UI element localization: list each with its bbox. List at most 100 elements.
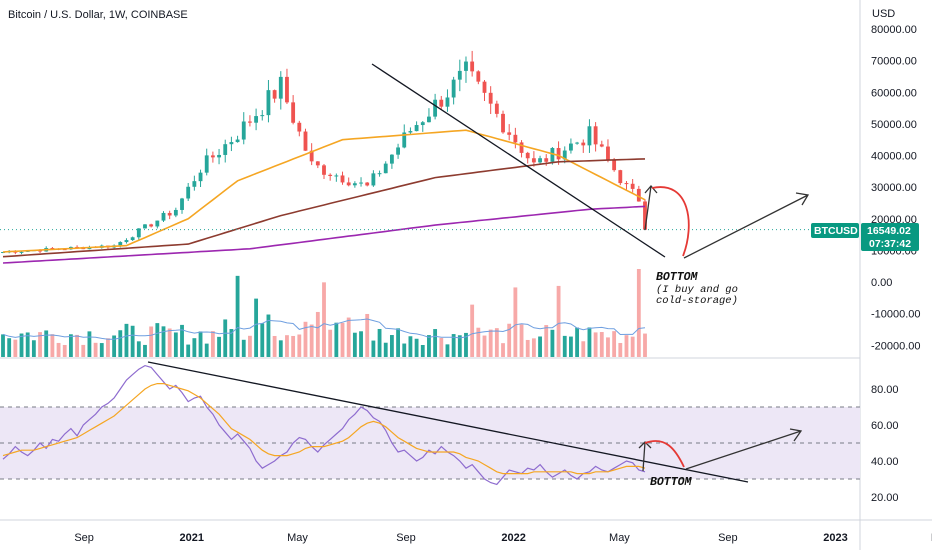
volume-bar — [439, 337, 444, 357]
price-trendline — [371, 63, 666, 258]
volume-bar — [476, 327, 481, 357]
rsi-axis-ticks[interactable]: 80.00 60.00 40.00 20.00 — [871, 384, 899, 504]
volume-bar — [636, 269, 641, 357]
volume-bar — [606, 337, 610, 357]
volume-bar — [414, 338, 419, 357]
candle-body — [285, 76, 289, 103]
user-drawings[interactable] — [147, 63, 810, 483]
volume-bar — [525, 339, 530, 357]
volume-bar — [241, 339, 246, 357]
price-axis-ticks[interactable]: 80000.00 70000.00 60000.00 50000.00 40000.00… — [871, 24, 921, 352]
volume-bar — [124, 323, 129, 357]
volume-bar — [482, 335, 487, 357]
volume-bar — [513, 287, 518, 357]
candle-body — [155, 220, 160, 227]
volume-bar — [81, 344, 86, 357]
volume-bar — [501, 343, 505, 357]
candle-body — [303, 131, 308, 151]
candle-body — [210, 155, 215, 158]
candle-body — [494, 103, 499, 114]
candle-body — [223, 144, 228, 155]
volume-bar — [278, 340, 283, 357]
volume-bar — [173, 332, 178, 357]
candle-body — [488, 92, 493, 104]
up-arrow-price — [644, 185, 658, 231]
volume-bar — [303, 321, 308, 357]
time-axis-ticks[interactable]: Sep2021MaySep2022MaySep2023MaySe — [74, 532, 932, 544]
volume-bar — [556, 285, 561, 357]
volume-bar — [7, 338, 12, 357]
candle-body — [433, 99, 438, 117]
volume-bar — [488, 329, 493, 357]
volume-bar — [130, 325, 135, 357]
candle-body — [186, 186, 191, 199]
volume-bar — [161, 326, 166, 357]
candle-body — [507, 132, 512, 135]
volume-bar — [322, 282, 326, 357]
volume-bar — [204, 343, 209, 357]
volume-bar — [186, 344, 191, 357]
volume-bar — [149, 326, 154, 357]
volume-bar — [106, 338, 110, 357]
candle-body — [581, 142, 586, 146]
volume-bar — [408, 336, 413, 357]
candle-body — [118, 242, 123, 246]
candle-body — [451, 79, 456, 98]
volume-bar — [297, 334, 302, 357]
time-tick-label: May — [931, 532, 932, 544]
volume-bar — [285, 335, 289, 357]
candle-body — [365, 182, 370, 186]
volume-bar — [352, 332, 357, 357]
volume-bar — [519, 324, 524, 357]
candle-body — [322, 165, 326, 175]
rsi-tick-label: 20.00 — [871, 492, 899, 504]
candle-body — [587, 126, 592, 146]
volume-bar — [143, 344, 147, 357]
candle-body — [606, 146, 610, 160]
candle-body — [359, 182, 363, 184]
last-price-tag[interactable]: BTCUSD 16549.02 07:37:42 — [811, 223, 919, 251]
candle-body — [291, 102, 296, 123]
time-tick-label: Sep — [74, 532, 94, 544]
candle-body — [161, 212, 166, 221]
time-tick-label: 2021 — [179, 532, 203, 544]
price-tick-label: 40000.00 — [871, 151, 917, 163]
volume-bar — [223, 319, 228, 357]
volume-bar — [44, 330, 49, 357]
price-tick-label: 20000.00 — [871, 214, 917, 226]
candle-body — [513, 134, 518, 143]
candle-body — [309, 150, 314, 162]
volume-bar — [13, 339, 18, 357]
price-tick-label: -10000.00 — [871, 309, 921, 321]
volume-bar — [136, 341, 141, 357]
candle-body — [143, 224, 147, 229]
candle-body — [229, 142, 234, 145]
candle-body — [62, 249, 67, 251]
ma-line-ma50 — [2, 129, 646, 253]
volume-bar — [371, 340, 376, 357]
candle-body — [470, 61, 475, 72]
candle-body — [525, 152, 530, 159]
volume-bar — [235, 275, 240, 357]
volume-bar — [359, 331, 363, 357]
volume-bar — [593, 332, 598, 357]
volume-bar — [38, 332, 42, 357]
candle-body — [593, 126, 598, 145]
price-tick-label: -20000.00 — [871, 340, 921, 352]
candle-body — [340, 175, 345, 183]
volume-bar — [550, 329, 555, 357]
projection-arrow-rsi — [685, 428, 803, 470]
candle-body — [630, 183, 635, 189]
candle-body — [167, 212, 172, 216]
volume-bar — [155, 323, 160, 357]
volume-bar — [445, 344, 450, 357]
rsi-tick-label: 60.00 — [871, 420, 899, 432]
candle-body — [396, 147, 400, 155]
candle-body — [420, 122, 425, 126]
candle-body — [266, 90, 271, 116]
candle-body — [519, 142, 524, 153]
volume-bar — [210, 331, 215, 357]
time-tick-label: May — [609, 532, 630, 544]
candle-body — [19, 251, 24, 253]
